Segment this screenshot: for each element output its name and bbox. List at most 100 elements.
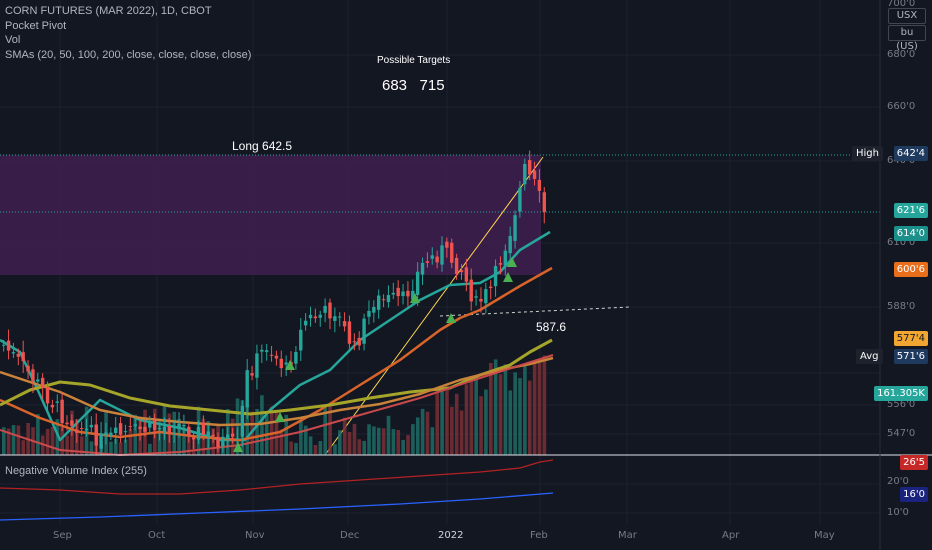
support-label[interactable]: 587.6 bbox=[536, 320, 567, 334]
candle-body bbox=[342, 321, 347, 327]
candle-body bbox=[493, 266, 498, 287]
volume-bar bbox=[260, 395, 264, 455]
candle-body bbox=[523, 163, 527, 185]
indicator-smas[interactable]: SMAs (20, 50, 100, 200, close, close, cl… bbox=[5, 48, 252, 61]
candle-body bbox=[474, 296, 478, 298]
volume-bar bbox=[474, 377, 478, 455]
candle-body bbox=[70, 420, 74, 426]
trendline[interactable] bbox=[324, 156, 544, 456]
long-label[interactable]: Long 642.5 bbox=[232, 139, 293, 153]
volume-bar bbox=[401, 439, 405, 455]
candle-body bbox=[372, 307, 376, 313]
volume-bar bbox=[420, 408, 425, 455]
currency-button[interactable]: USX bbox=[888, 8, 926, 24]
sma-50-line bbox=[0, 266, 553, 442]
last-price-label: 621'6 bbox=[893, 203, 928, 218]
candle-body bbox=[527, 160, 532, 175]
nvi-title[interactable]: Negative Volume Index (255) bbox=[5, 465, 147, 477]
candle-body bbox=[333, 316, 337, 321]
candle-body bbox=[172, 433, 176, 435]
candle-body bbox=[479, 298, 483, 302]
candle-body bbox=[177, 423, 181, 429]
candle-body bbox=[308, 314, 313, 319]
time-tick: 2022 bbox=[438, 530, 464, 541]
candle-body bbox=[84, 428, 89, 431]
nvi-value-label: 26'5 bbox=[900, 455, 928, 470]
candle-body bbox=[498, 263, 503, 265]
nvi-tick: 20'0 bbox=[887, 476, 909, 487]
price-tick: 660'0 bbox=[887, 101, 916, 112]
candle-body bbox=[440, 245, 444, 265]
indicator-vol[interactable]: Vol bbox=[5, 34, 21, 46]
candle-body bbox=[123, 431, 128, 433]
price-tick: 680'0 bbox=[887, 49, 916, 60]
time-tick: Apr bbox=[722, 530, 740, 541]
volume-bar bbox=[6, 428, 11, 455]
candle-body bbox=[230, 433, 235, 437]
candle-body bbox=[406, 290, 410, 297]
candle-body bbox=[65, 422, 69, 425]
volume-bar bbox=[537, 362, 542, 455]
candle-body bbox=[401, 291, 405, 297]
candle-body bbox=[284, 362, 288, 365]
pocket-pivot-marker bbox=[285, 360, 295, 370]
indicator-pocket-pivot[interactable]: Pocket Pivot bbox=[5, 19, 67, 32]
pocket-pivot-marker bbox=[446, 313, 456, 323]
volume-bar bbox=[357, 439, 362, 455]
time-tick: Mar bbox=[618, 530, 637, 541]
candle-body bbox=[464, 267, 469, 282]
candle-body bbox=[89, 424, 94, 428]
candle-body bbox=[367, 310, 371, 317]
candle-body bbox=[513, 215, 517, 241]
volume-bar bbox=[415, 417, 420, 455]
volume-bar bbox=[16, 425, 21, 455]
candle-body bbox=[352, 341, 357, 343]
candle-body bbox=[138, 426, 142, 430]
nvi-legend: Negative Volume Index (255) bbox=[5, 464, 147, 479]
candle-body bbox=[508, 236, 512, 254]
volume-label: 161.305K bbox=[874, 386, 928, 401]
volume-bar bbox=[318, 441, 323, 455]
nvi-ema-line bbox=[0, 492, 554, 521]
time-tick: Sep bbox=[53, 530, 72, 541]
candle-body bbox=[376, 295, 381, 310]
volume-bar bbox=[450, 406, 454, 455]
candle-body bbox=[235, 438, 240, 440]
nvi-pane bbox=[0, 459, 554, 521]
candle-body bbox=[279, 358, 283, 369]
volume-bar bbox=[148, 443, 152, 455]
unit-button[interactable]: bu (US) bbox=[888, 25, 926, 52]
volume-bar bbox=[342, 417, 347, 455]
volume-bar bbox=[454, 393, 459, 455]
targets-title[interactable]: Possible Targets bbox=[377, 55, 451, 66]
volume-bar bbox=[406, 435, 410, 455]
volume-bar bbox=[118, 442, 123, 455]
volume-bar bbox=[352, 423, 357, 455]
candle-body bbox=[206, 431, 210, 438]
candle-body bbox=[542, 192, 546, 213]
targets-values[interactable]: 683 715 bbox=[382, 77, 445, 94]
candle-body bbox=[109, 432, 113, 436]
candle-body bbox=[114, 427, 118, 434]
candle-body bbox=[187, 427, 191, 436]
candle-body bbox=[201, 422, 206, 435]
candle-body bbox=[260, 349, 264, 352]
candle-body bbox=[50, 404, 55, 408]
candle-body bbox=[454, 257, 459, 274]
price-tick: 547'0 bbox=[887, 428, 916, 439]
volume-bar bbox=[235, 398, 240, 455]
volume-bar bbox=[489, 363, 493, 455]
candle-body bbox=[274, 355, 279, 359]
pocket-pivot-markers bbox=[233, 257, 517, 452]
volume-bar bbox=[21, 440, 26, 455]
candle-body bbox=[152, 420, 157, 430]
candle-body bbox=[303, 320, 308, 326]
symbol-title[interactable]: CORN FUTURES (MAR 2022), 1D, CBOT bbox=[5, 5, 212, 17]
chart-legend: CORN FUTURES (MAR 2022), 1D, CBOT Pocket… bbox=[5, 4, 251, 62]
price-tick: 610'0 bbox=[887, 237, 916, 248]
volume-bar bbox=[79, 436, 84, 455]
candle-body bbox=[226, 434, 230, 440]
volume-bar bbox=[459, 410, 464, 455]
long-position-zone[interactable] bbox=[0, 155, 541, 275]
